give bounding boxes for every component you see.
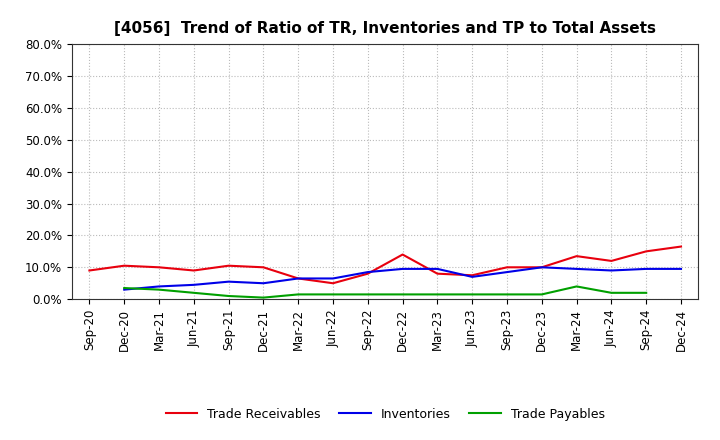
Trade Receivables bbox=[537, 265, 546, 270]
Inventories bbox=[328, 276, 337, 281]
Trade Receivables bbox=[642, 249, 651, 254]
Inventories bbox=[433, 266, 442, 271]
Inventories bbox=[189, 282, 198, 287]
Trade Payables bbox=[642, 290, 651, 296]
Inventories bbox=[468, 274, 477, 279]
Inventories bbox=[607, 268, 616, 273]
Trade Receivables bbox=[433, 271, 442, 276]
Trade Receivables bbox=[607, 258, 616, 264]
Line: Inventories: Inventories bbox=[125, 268, 681, 290]
Inventories bbox=[398, 266, 407, 271]
Trade Payables bbox=[259, 295, 268, 300]
Inventories bbox=[537, 265, 546, 270]
Inventories bbox=[642, 266, 651, 271]
Trade Receivables bbox=[572, 253, 581, 259]
Inventories bbox=[259, 281, 268, 286]
Trade Payables bbox=[537, 292, 546, 297]
Trade Payables bbox=[294, 292, 302, 297]
Trade Receivables bbox=[155, 265, 163, 270]
Legend: Trade Receivables, Inventories, Trade Payables: Trade Receivables, Inventories, Trade Pa… bbox=[161, 403, 610, 425]
Trade Payables bbox=[120, 286, 129, 291]
Trade Receivables bbox=[364, 271, 372, 276]
Trade Receivables bbox=[85, 268, 94, 273]
Trade Payables bbox=[225, 293, 233, 299]
Trade Payables bbox=[468, 292, 477, 297]
Trade Payables bbox=[433, 292, 442, 297]
Line: Trade Receivables: Trade Receivables bbox=[89, 246, 681, 283]
Inventories bbox=[677, 266, 685, 271]
Inventories bbox=[503, 269, 511, 275]
Inventories bbox=[225, 279, 233, 284]
Trade Payables bbox=[572, 284, 581, 289]
Inventories bbox=[294, 276, 302, 281]
Trade Receivables bbox=[677, 244, 685, 249]
Trade Payables bbox=[607, 290, 616, 296]
Trade Payables bbox=[503, 292, 511, 297]
Trade Payables bbox=[155, 287, 163, 292]
Inventories bbox=[572, 266, 581, 271]
Trade Receivables bbox=[398, 252, 407, 257]
Trade Receivables bbox=[259, 265, 268, 270]
Title: [4056]  Trend of Ratio of TR, Inventories and TP to Total Assets: [4056] Trend of Ratio of TR, Inventories… bbox=[114, 21, 656, 36]
Inventories bbox=[120, 287, 129, 292]
Trade Payables bbox=[189, 290, 198, 296]
Trade Receivables bbox=[225, 263, 233, 268]
Trade Payables bbox=[364, 292, 372, 297]
Trade Payables bbox=[328, 292, 337, 297]
Trade Receivables bbox=[468, 273, 477, 278]
Trade Receivables bbox=[503, 265, 511, 270]
Trade Receivables bbox=[328, 281, 337, 286]
Line: Trade Payables: Trade Payables bbox=[125, 286, 647, 297]
Trade Payables bbox=[398, 292, 407, 297]
Trade Receivables bbox=[189, 268, 198, 273]
Inventories bbox=[155, 284, 163, 289]
Inventories bbox=[364, 269, 372, 275]
Trade Receivables bbox=[120, 263, 129, 268]
Trade Receivables bbox=[294, 276, 302, 281]
